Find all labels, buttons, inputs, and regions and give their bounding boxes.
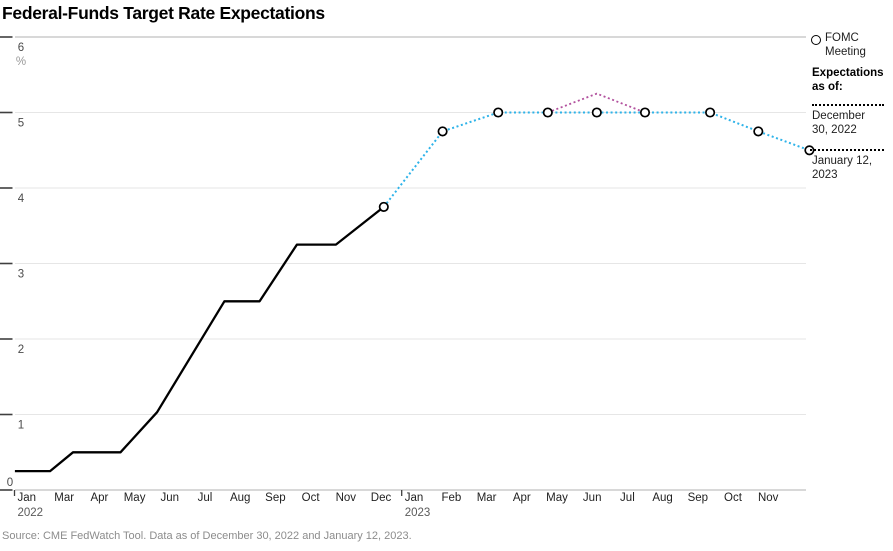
x-month-label: Aug (652, 492, 672, 504)
x-month-label: Jun (583, 492, 602, 504)
fomc-meeting-marker (542, 107, 553, 118)
y-tick-label: 0 (7, 477, 13, 489)
series-actual-line (14, 205, 385, 473)
x-month-label: Apr (513, 492, 531, 504)
source-note: Source: CME FedWatch Tool. Data as of De… (2, 530, 412, 542)
x-month-label: Mar (477, 492, 497, 504)
fomc-meeting-marker (639, 107, 651, 118)
series-dec30-line (547, 92, 646, 114)
x-month-label: Feb (441, 492, 461, 504)
x-year-label: 2022 (18, 507, 44, 519)
x-month-label: Jul (620, 492, 635, 504)
y-tick-label: 5 (18, 118, 24, 130)
x-month-label: Aug (230, 492, 250, 504)
x-month-label: Nov (336, 492, 357, 504)
x-month-label: Jan (405, 492, 424, 504)
x-month-label: Mar (54, 492, 74, 504)
x-month-label: Jun (161, 492, 180, 504)
x-month-label: Apr (90, 492, 108, 504)
y-tick-label: 6 (18, 42, 24, 54)
series-jan12-line (383, 111, 810, 208)
fomc-meeting-marker (804, 145, 815, 156)
x-month-label: Oct (724, 492, 743, 504)
x-year-label: 2023 (405, 507, 431, 519)
x-month-label: Dec (371, 492, 392, 504)
y-tick-label: 4 (18, 193, 25, 205)
fomc-meeting-marker (591, 107, 602, 118)
x-month-label: Jul (198, 492, 213, 504)
page-title: Federal-Funds Target Rate Expectations (2, 3, 325, 23)
x-month-label: May (124, 492, 146, 504)
fomc-meeting-marker (705, 107, 716, 118)
x-month-label: May (546, 492, 568, 504)
x-month-label: Oct (302, 492, 321, 504)
y-tick-label: 3 (18, 269, 24, 281)
fomc-meeting-marker (437, 126, 448, 137)
x-month-label: Jan (18, 492, 37, 504)
y-tick-label: 2 (18, 344, 24, 356)
y-tick-label: 1 (18, 420, 24, 432)
x-month-label: Sep (265, 492, 285, 504)
fomc-meeting-marker (378, 201, 389, 212)
x-month-label: Nov (758, 492, 779, 504)
y-axis-unit-label: % (16, 56, 26, 68)
fomc-meeting-marker (753, 126, 764, 137)
fomc-meeting-marker (493, 107, 504, 118)
x-month-label: Sep (688, 492, 708, 504)
